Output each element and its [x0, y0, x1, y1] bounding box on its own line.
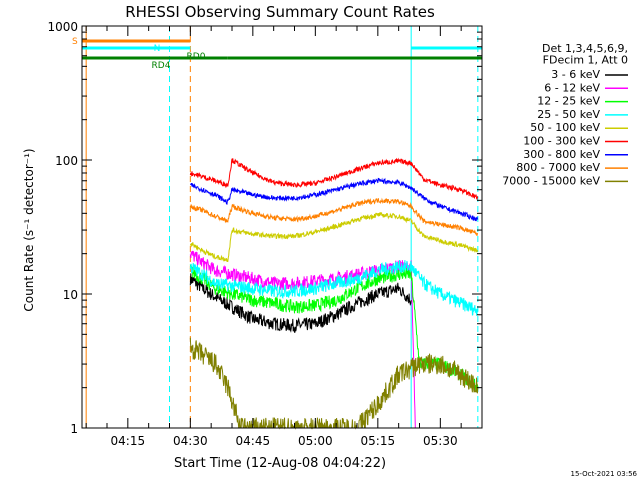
- legend-label: 100 - 300 keV: [523, 135, 600, 148]
- series-line-25-50-kev: [189, 259, 479, 316]
- legend-label: 25 - 50 keV: [537, 108, 600, 121]
- y-axis-label: Count Rate (s⁻¹ detector⁻¹): [22, 148, 36, 311]
- chart-title: RHESSI Observing Summary Count Rates: [125, 3, 435, 21]
- legend-label: 300 - 800 keV: [523, 148, 600, 161]
- legend-label: 6 - 12 keV: [544, 81, 600, 94]
- state-label-rd0: RD0: [187, 52, 206, 62]
- state-label-rd4: RD4: [152, 61, 171, 71]
- legend-label: 50 - 100 keV: [530, 121, 600, 134]
- x-tick-label: 04:45: [236, 434, 271, 448]
- legend: Det 1,3,4,5,6,9,FDecim 1, Att 03 - 6 keV…: [502, 42, 628, 187]
- generated-timestamp: 15-Oct-2021 03:56: [571, 470, 638, 478]
- plot-frame: [81, 25, 483, 429]
- legend-label: 7000 - 15000 keV: [502, 174, 600, 187]
- legend-header-line: Det 1,3,4,5,6,9,: [542, 42, 628, 55]
- series-line-300-800-kev: [190, 177, 479, 222]
- series-line-50-100-kev: [189, 212, 479, 262]
- series-line-6-12-kev: [189, 250, 416, 429]
- series-line-100-300-kev: [189, 157, 479, 201]
- y-tick-label: 10: [63, 288, 78, 302]
- state-label-s: S: [72, 37, 78, 47]
- series-line-3-6-kev: [189, 273, 412, 333]
- y-tick-label: 100: [55, 154, 78, 168]
- legend-label: 3 - 6 keV: [551, 68, 600, 81]
- legend-label: 12 - 25 keV: [537, 95, 600, 108]
- x-tick-label: 05:15: [361, 434, 396, 448]
- y-tick-label: 1000: [47, 20, 78, 34]
- x-tick-label: 05:00: [298, 434, 333, 448]
- x-tick-label: 05:30: [423, 434, 458, 448]
- legend-header-line: FDecim 1, Att 0: [543, 54, 628, 67]
- series-line-800-7000-kev: [189, 197, 479, 236]
- x-axis-label: Start Time (12-Aug-08 04:04:22): [174, 456, 386, 471]
- state-label-n: N: [154, 44, 161, 54]
- legend-label: 800 - 7000 keV: [516, 161, 600, 174]
- y-tick-label: 1: [70, 422, 78, 436]
- x-tick-label: 04:30: [173, 434, 208, 448]
- plot-area: S N RD0 RD4 1 10 100 1000 04:15 04:30 04:45 05:00 05…: [47, 20, 483, 448]
- x-tick-label: 04:15: [111, 434, 146, 448]
